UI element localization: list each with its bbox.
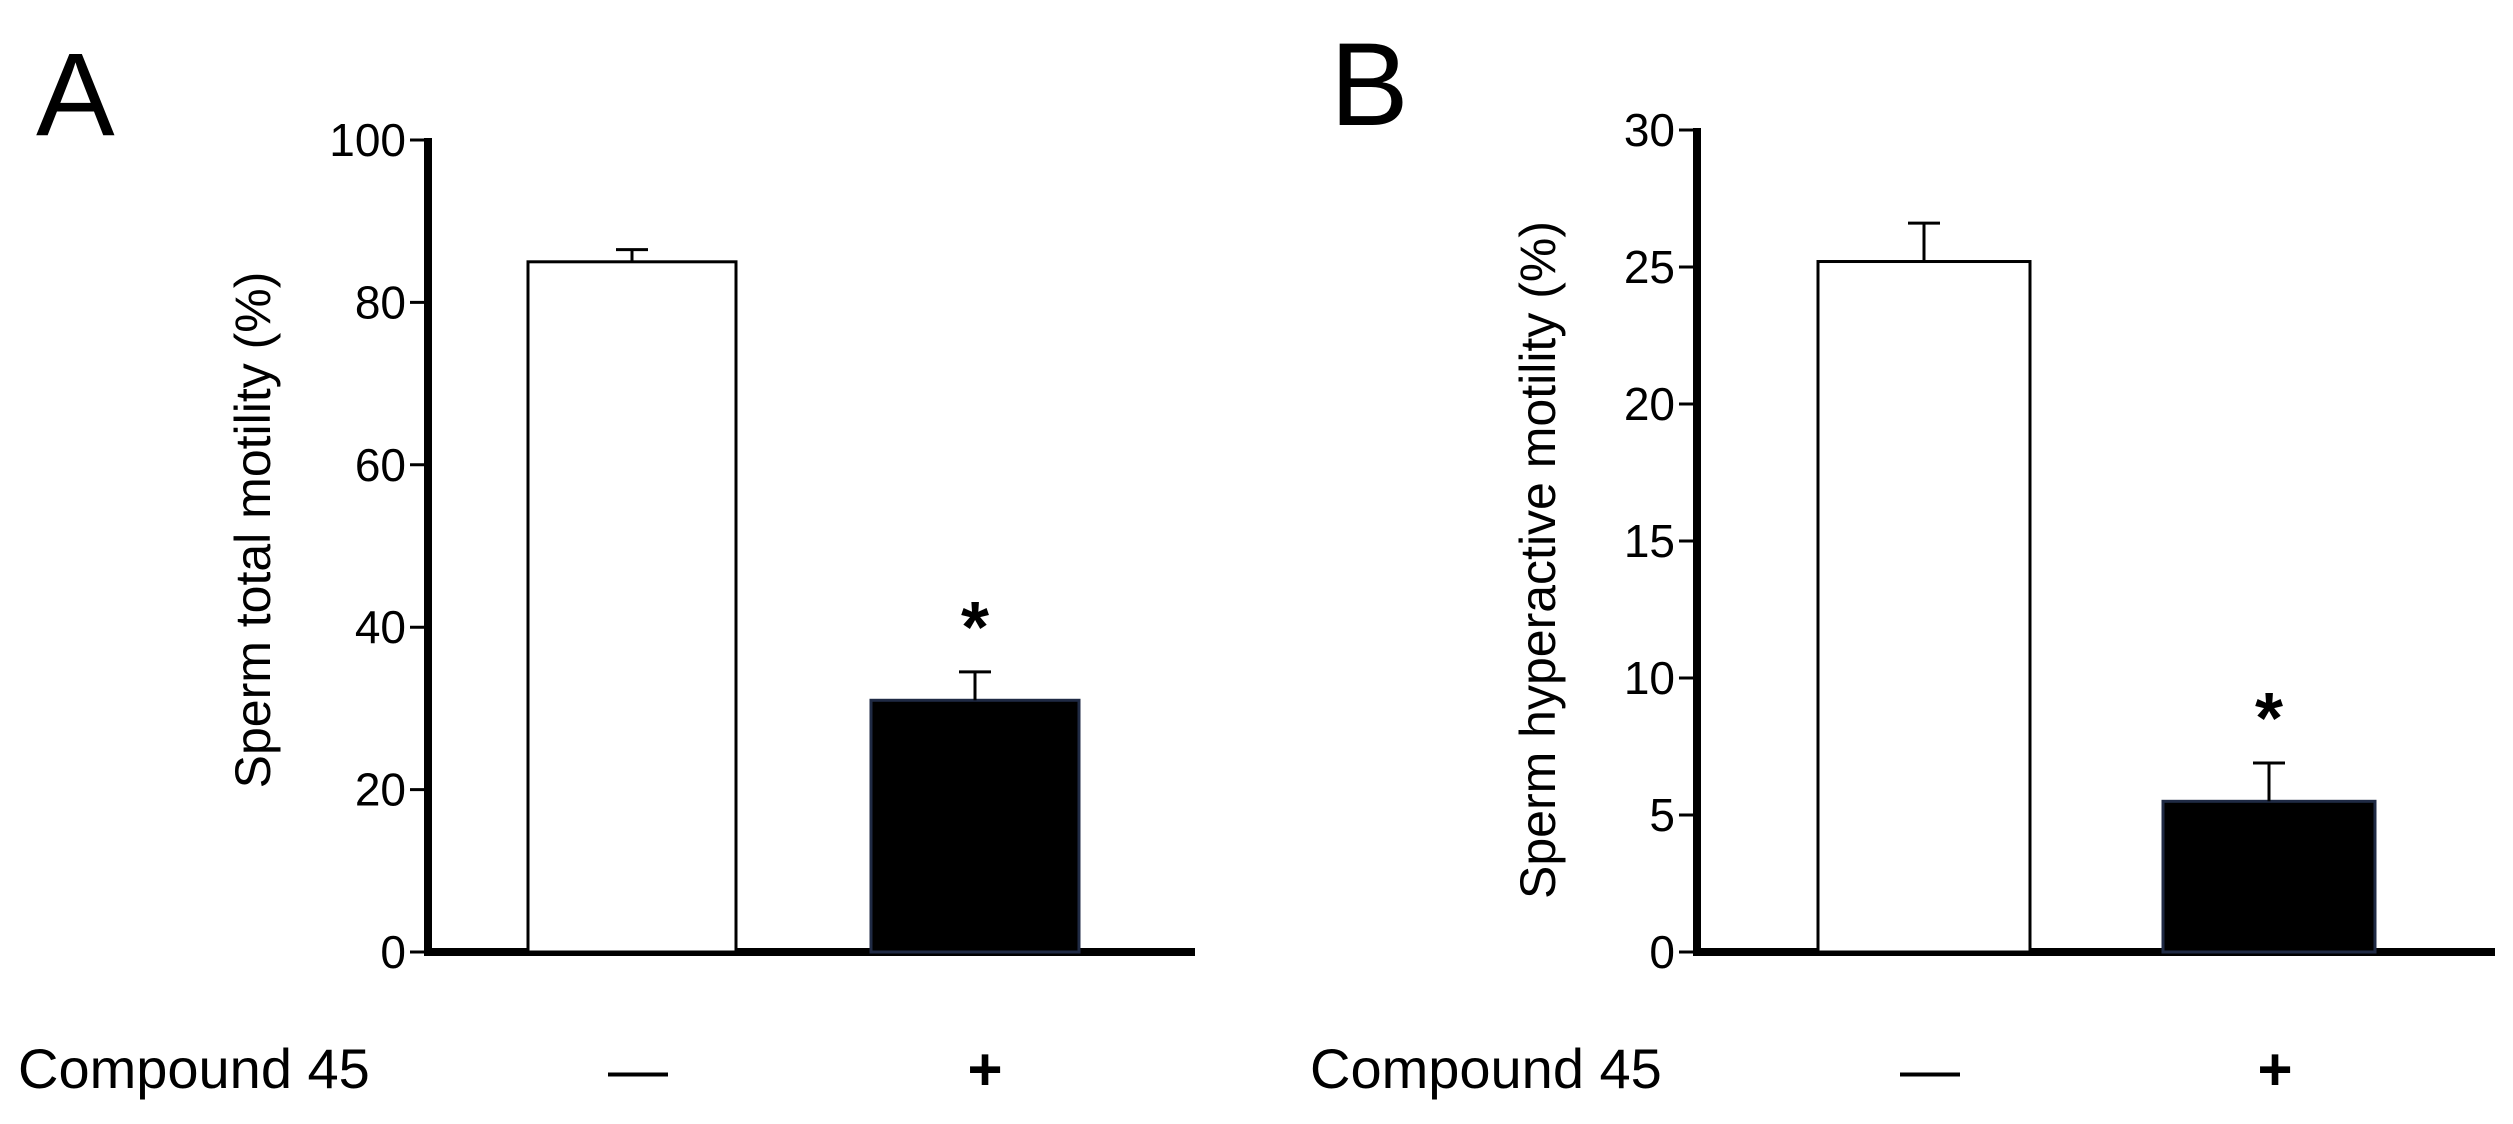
panel-b-condition-minus: — (1900, 1036, 1960, 1103)
panel-b-y-tick-label: 20 (1624, 378, 1675, 430)
panel-a-bar-untreated (526, 260, 738, 954)
panel-a: A 0 20 40 60 80 100 * Sperm total motility (%)… (18, 29, 1195, 1103)
panel-b-axes: 0 5 10 15 20 25 30 * (1624, 104, 2495, 978)
panel-a-condition-minus: — (608, 1036, 668, 1103)
panel-b-y-tick-label: 15 (1624, 515, 1675, 567)
panel-a-y-tick-label: 60 (355, 439, 406, 491)
panel-a-y-axis-title: Sperm total motility (%) (225, 272, 281, 789)
panel-b-y-tick-label: 0 (1649, 926, 1675, 978)
panel-b-condition-plus: + (2257, 1036, 2292, 1103)
panel-a-y-tick-label: 100 (329, 114, 406, 166)
panel-b-y-axis-title: Sperm hyperactive motility (%) (1510, 221, 1566, 899)
panel-b-y-tick-label: 10 (1624, 652, 1675, 704)
panel-b-bar-treated (2161, 799, 2377, 954)
panel-b-y-tick-label: 5 (1649, 789, 1675, 841)
panel-letter-b: B (1330, 19, 1409, 151)
panel-letter-a: A (36, 29, 115, 161)
panel-b: B 0 5 10 15 20 25 30 * Sperm hyperactive motili… (1310, 19, 2495, 1103)
panel-b-row-label: Compound 45 (1310, 1037, 1662, 1100)
panel-a-y-tick-label: 80 (355, 276, 406, 328)
panel-a-y-tick-label: 0 (380, 926, 406, 978)
panel-a-axes: 0 20 40 60 80 100 * (329, 114, 1195, 978)
panel-a-bar-treated (869, 698, 1081, 954)
panel-a-y-tick-label: 40 (355, 601, 406, 653)
panel-b-bar-untreated (1816, 260, 2032, 954)
panel-a-row-label: Compound 45 (18, 1037, 370, 1100)
panel-a-condition-plus: + (967, 1036, 1002, 1103)
panel-b-significance-marker: * (2255, 679, 2283, 759)
panel-b-y-tick-label: 25 (1624, 241, 1675, 293)
panel-b-y-tick-label: 30 (1624, 104, 1675, 156)
panel-a-significance-marker: * (961, 588, 989, 668)
panel-a-y-tick-label: 20 (355, 764, 406, 816)
